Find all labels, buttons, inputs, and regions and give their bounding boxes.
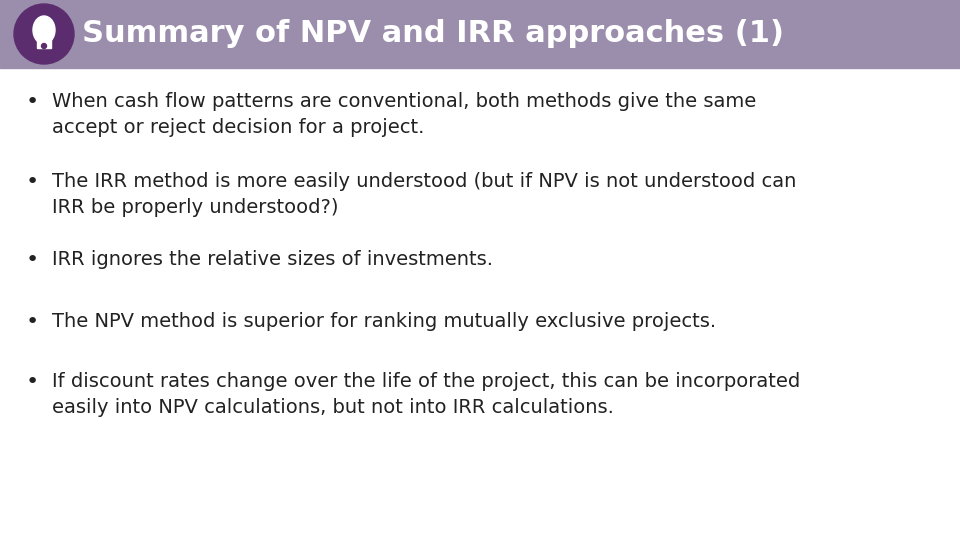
Text: When cash flow patterns are conventional, both methods give the same
accept or r: When cash flow patterns are conventional…: [52, 92, 756, 137]
Text: •: •: [25, 372, 38, 392]
Ellipse shape: [41, 44, 46, 49]
Text: •: •: [25, 312, 38, 332]
FancyBboxPatch shape: [0, 0, 960, 68]
Text: If discount rates change over the life of the project, this can be incorporated
: If discount rates change over the life o…: [52, 372, 801, 417]
FancyBboxPatch shape: [37, 38, 51, 48]
Text: IRR ignores the relative sizes of investments.: IRR ignores the relative sizes of invest…: [52, 250, 493, 269]
Ellipse shape: [14, 4, 74, 64]
Text: •: •: [25, 92, 38, 112]
Text: The NPV method is superior for ranking mutually exclusive projects.: The NPV method is superior for ranking m…: [52, 312, 716, 331]
Ellipse shape: [33, 16, 55, 44]
Text: The IRR method is more easily understood (but if NPV is not understood can
IRR b: The IRR method is more easily understood…: [52, 172, 797, 217]
Text: •: •: [25, 172, 38, 192]
Text: •: •: [25, 250, 38, 270]
Text: Summary of NPV and IRR approaches (1): Summary of NPV and IRR approaches (1): [82, 19, 784, 49]
